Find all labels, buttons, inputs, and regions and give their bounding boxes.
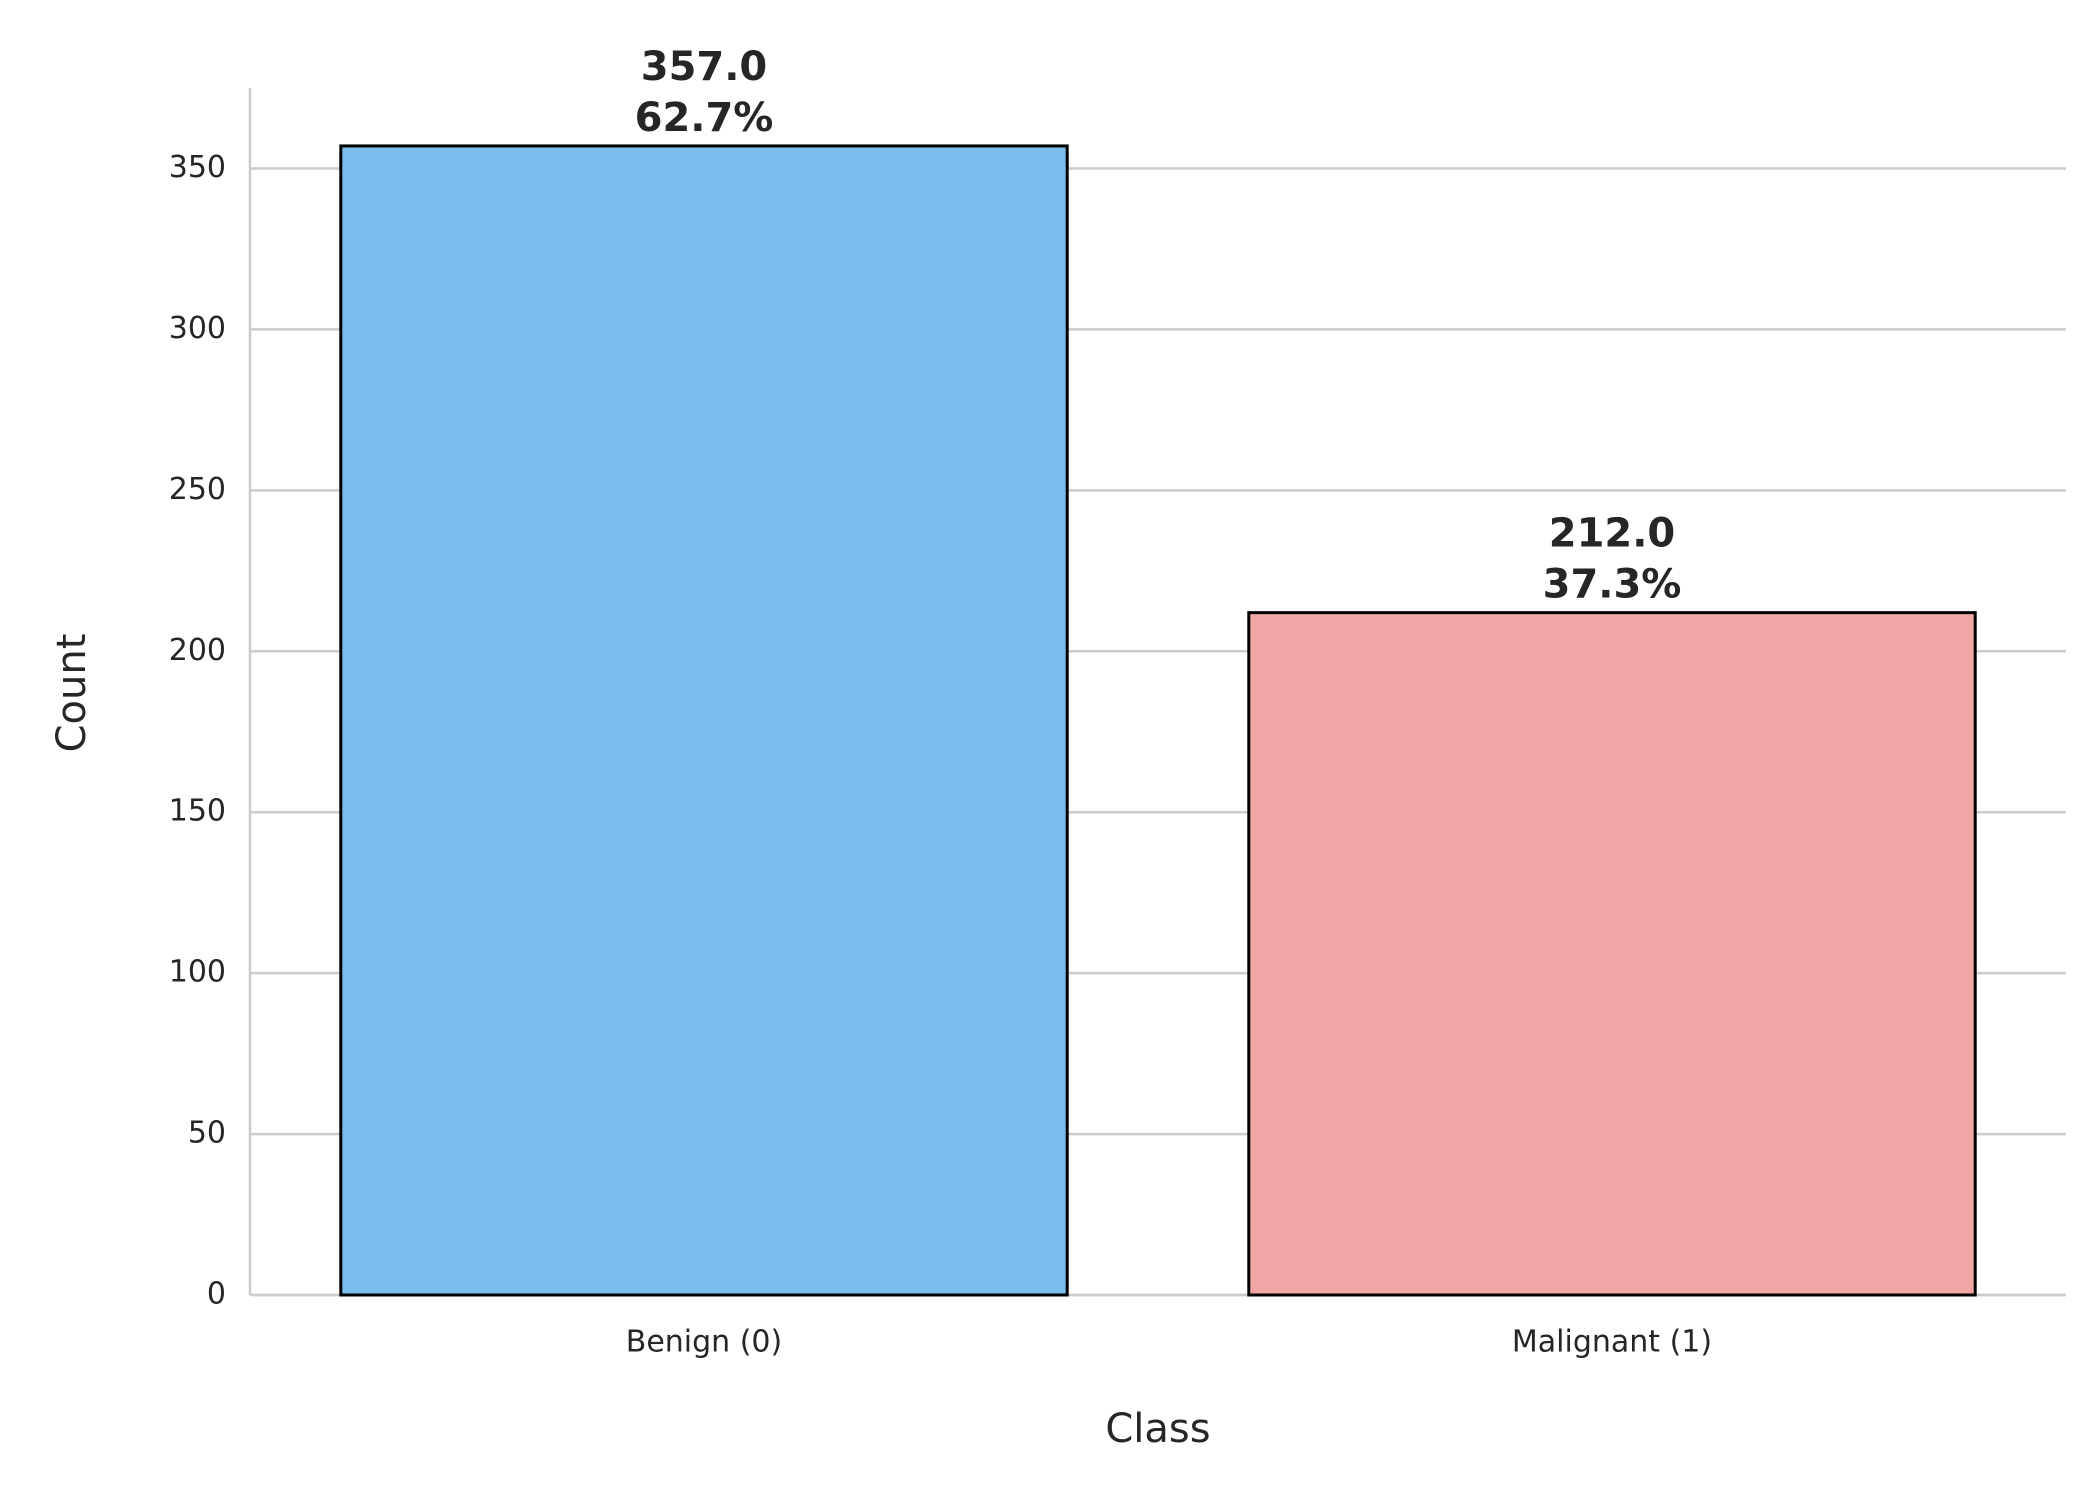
bar bbox=[339, 144, 1069, 1297]
value-label: 212.0 bbox=[1549, 511, 1676, 557]
y-tick-label: 150 bbox=[169, 794, 226, 829]
value-label: 357.0 bbox=[641, 44, 768, 90]
y-tick-label: 0 bbox=[207, 1277, 226, 1312]
x-tick-label: Benign (0) bbox=[626, 1325, 782, 1360]
percent-label: 62.7% bbox=[635, 95, 774, 141]
y-axis-label: Count bbox=[49, 634, 95, 753]
y-tick-label: 250 bbox=[169, 472, 226, 507]
x-axis-label: Class bbox=[1105, 1406, 1210, 1452]
y-tick-label: 50 bbox=[188, 1116, 226, 1151]
y-tick-label: 100 bbox=[169, 955, 226, 990]
y-tick-label: 300 bbox=[169, 311, 226, 346]
bar bbox=[1247, 611, 1977, 1297]
x-tick-label: Malignant (1) bbox=[1512, 1325, 1712, 1360]
y-tick-label: 200 bbox=[169, 633, 226, 668]
percent-label: 37.3% bbox=[1543, 562, 1682, 608]
y-tick-label: 350 bbox=[169, 150, 226, 185]
